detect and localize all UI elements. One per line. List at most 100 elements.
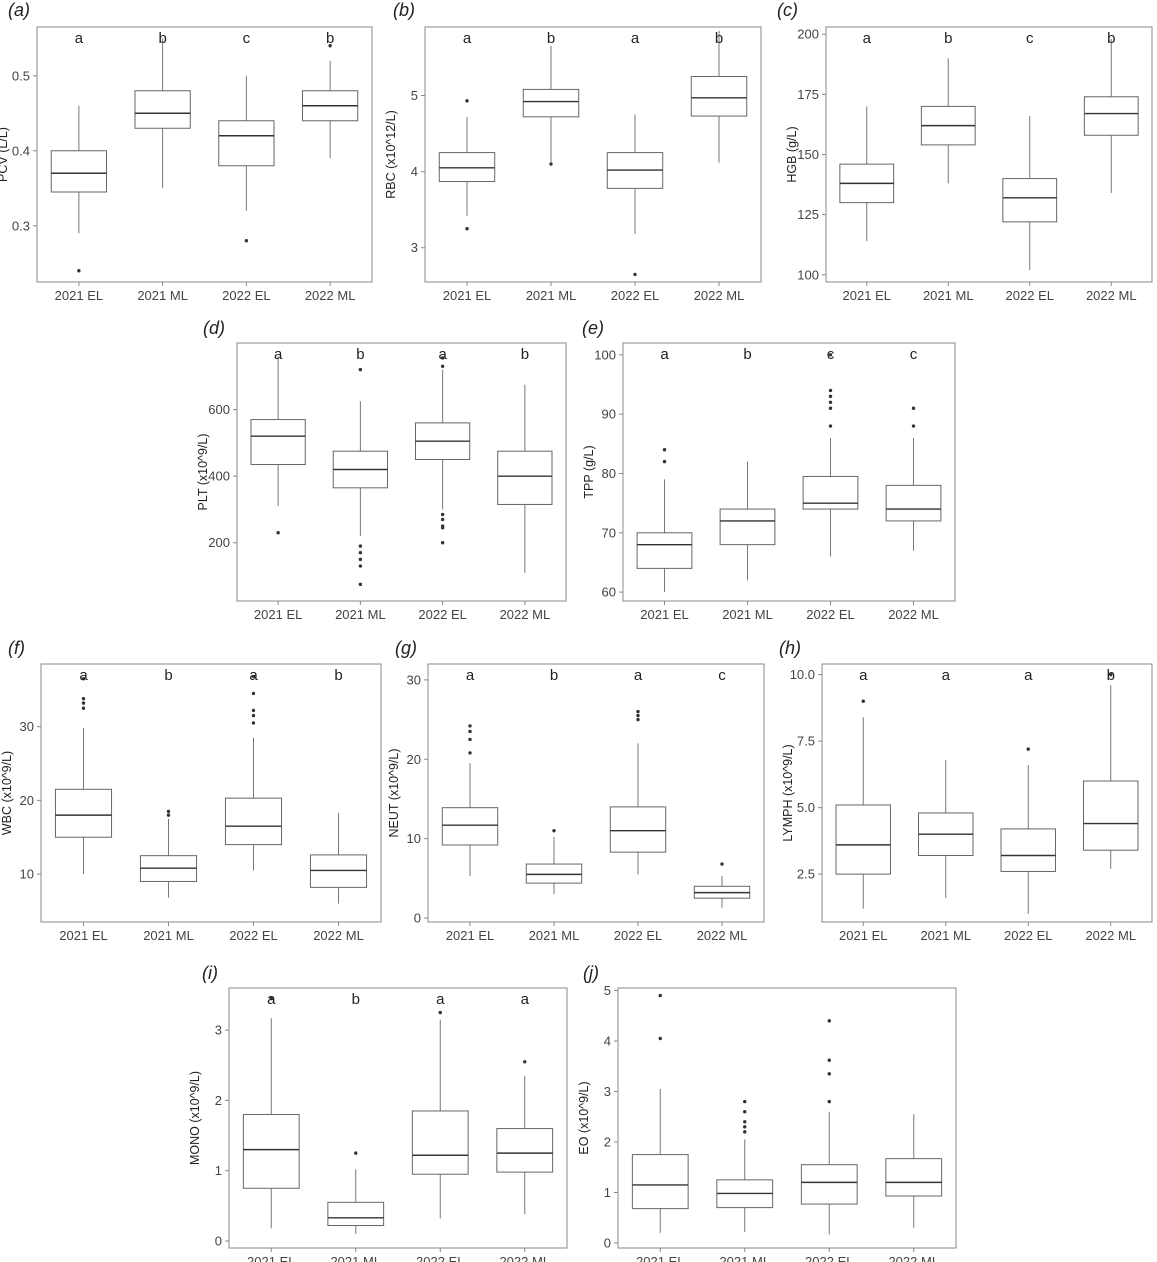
x-tick-label: 2021 ML (719, 1254, 770, 1262)
y-tick-label: 10 (407, 831, 421, 846)
plot-frame (236, 342, 567, 602)
outlier-point (827, 1072, 831, 1076)
outlier-point (354, 1151, 358, 1155)
panel-label: (f) (8, 638, 25, 658)
panel-label: (a) (8, 0, 30, 20)
significance-letter: a (1024, 667, 1033, 684)
y-tick-label: 3 (215, 1023, 222, 1038)
chart-panel: (c) 100 125 150 175 200 HGB (g/L) 2021 EL a 2021 … (777, 0, 1153, 303)
outlier-point (358, 557, 363, 562)
outlier-point (636, 709, 640, 714)
y-axis-label: EO (x10^9/L) (577, 1081, 591, 1154)
outlier-point (658, 1036, 662, 1041)
panel-label: (e) (582, 318, 604, 338)
x-tick-label: 2021 EL (55, 288, 103, 303)
iqr-box (50, 150, 108, 193)
significance-letter: b (1107, 667, 1115, 684)
iqr-box (411, 1110, 469, 1175)
outlier-point (468, 729, 472, 734)
outlier-point (81, 706, 86, 710)
x-tick-label: 2022 ML (499, 1254, 550, 1262)
outlier-point (440, 512, 445, 517)
y-axis-label: HGB (g/L) (785, 126, 799, 182)
outlier-point (440, 364, 445, 369)
x-tick-label: 2022 ML (500, 607, 551, 622)
y-tick-label: 100 (797, 267, 819, 282)
x-tick-label: 2022 EL (1004, 928, 1052, 943)
outlier-point (828, 388, 833, 393)
outlier-point (743, 1130, 747, 1134)
x-tick-label: 2021 EL (443, 288, 491, 303)
outlier-point (276, 531, 280, 535)
significance-letter: c (718, 667, 726, 684)
significance-letter: a (942, 667, 951, 684)
plot-frame (617, 987, 957, 1249)
y-tick-label: 5.0 (797, 800, 815, 815)
iqr-box (885, 484, 942, 522)
iqr-box (134, 90, 191, 129)
outlier-point (1109, 672, 1113, 677)
outlier-point (911, 424, 916, 428)
x-tick-label: 2022 EL (614, 928, 662, 943)
iqr-box (609, 806, 667, 853)
outlier-point (911, 406, 916, 410)
outlier-point (440, 526, 445, 530)
outlier-point (827, 1058, 831, 1062)
x-tick-label: 2021 EL (446, 928, 494, 943)
y-axis-label: TPP (g/L) (582, 445, 596, 498)
significance-letter: b (356, 346, 364, 363)
significance-letter: a (438, 346, 447, 363)
y-axis-label: RBC (x10^12/L) (384, 110, 398, 199)
y-tick-label: 10 (20, 867, 34, 882)
iqr-box (719, 508, 776, 546)
iqr-box (327, 1201, 385, 1227)
x-tick-label: 2021 EL (59, 928, 107, 943)
chart-panel: (d) 200 400 600 PLT (x10^9/L) 2021 EL a 2021 ML… (196, 318, 567, 622)
outlier-point (1026, 747, 1030, 751)
x-tick-label: 2022 EL (222, 288, 270, 303)
x-tick-label: 2022 ML (313, 928, 364, 943)
outlier-point (438, 1010, 442, 1015)
outlier-point (358, 582, 363, 587)
outlier-point (465, 99, 469, 103)
x-tick-label: 2022 ML (888, 607, 939, 622)
x-tick-label: 2022 EL (1006, 288, 1054, 303)
y-tick-label: 1 (215, 1163, 222, 1178)
significance-letter: a (79, 667, 88, 684)
significance-letter: a (863, 30, 872, 47)
x-tick-label: 2022 ML (888, 1254, 939, 1262)
panel-label: (j) (583, 963, 599, 983)
x-tick-label: 2022 EL (418, 607, 466, 622)
outlier-point (720, 862, 724, 866)
iqr-box (441, 807, 499, 846)
significance-letter: b (164, 667, 172, 684)
y-tick-label: 20 (407, 752, 421, 767)
iqr-box (438, 152, 496, 183)
y-tick-label: 200 (797, 27, 819, 42)
outlier-point (358, 544, 363, 548)
significance-letter: b (547, 30, 555, 47)
outlier-point (251, 721, 256, 725)
y-axis-label: LYMPH (x10^9/L) (781, 744, 795, 841)
x-tick-label: 2021 EL (247, 1254, 295, 1262)
iqr-box (497, 450, 553, 505)
y-tick-label: 10.0 (790, 667, 815, 682)
y-tick-label: 30 (407, 672, 421, 687)
outlier-point (662, 448, 667, 452)
significance-letter: a (267, 991, 276, 1008)
outlier-point (549, 162, 553, 166)
outlier-point (81, 677, 86, 681)
plot-frame (424, 26, 762, 283)
iqr-box (496, 1128, 554, 1173)
iqr-box (309, 854, 368, 888)
chart-panel: (f) 10 20 30 WBC (x10^9/L) 2021 EL a 2021 ML b 20… (0, 638, 382, 943)
significance-letter: a (634, 667, 643, 684)
significance-letter: b (1107, 30, 1115, 47)
x-tick-label: 2021 EL (254, 607, 302, 622)
outlier-point (828, 406, 833, 410)
significance-letter: c (910, 346, 918, 363)
outlier-point (523, 1060, 527, 1064)
outlier-point (743, 1099, 747, 1104)
y-axis-label: PCV (L/L) (0, 127, 10, 182)
